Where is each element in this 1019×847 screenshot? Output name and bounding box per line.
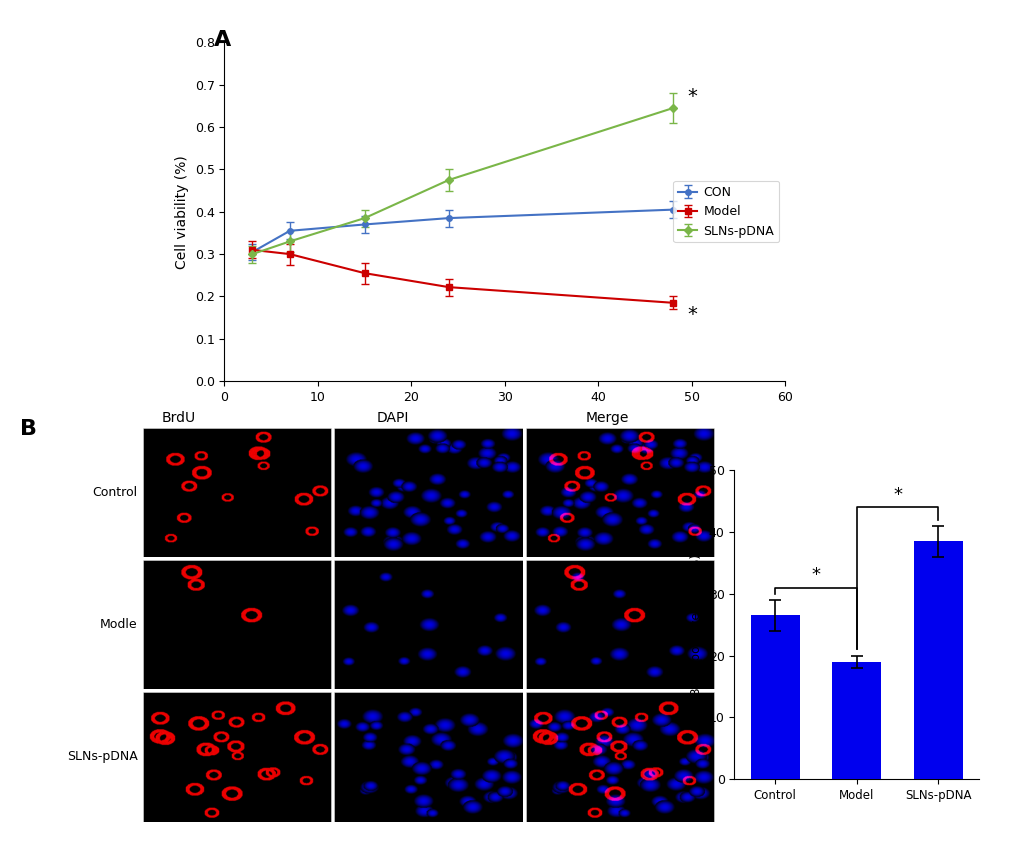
Y-axis label: BrdU-positive cells (%): BrdU-positive cells (%): [690, 554, 702, 695]
Text: A: A: [214, 30, 231, 50]
Bar: [832, 662, 880, 779]
Text: *: *: [687, 305, 696, 324]
Bar: [750, 616, 799, 779]
Text: *: *: [811, 567, 819, 584]
Text: B: B: [20, 419, 38, 440]
Text: Merge: Merge: [585, 411, 628, 425]
Legend: CON, Model, SLNs-pDNA: CON, Model, SLNs-pDNA: [673, 181, 779, 242]
Text: SLNs-pDNA: SLNs-pDNA: [67, 750, 138, 763]
Text: *: *: [687, 87, 696, 106]
Text: DAPI: DAPI: [376, 411, 409, 425]
Text: BrdU: BrdU: [161, 411, 196, 425]
Bar: [913, 541, 962, 779]
Text: Control: Control: [93, 486, 138, 499]
Y-axis label: Cell viability (%): Cell viability (%): [175, 155, 189, 268]
Text: Modle: Modle: [100, 618, 138, 631]
Text: *: *: [893, 486, 901, 504]
